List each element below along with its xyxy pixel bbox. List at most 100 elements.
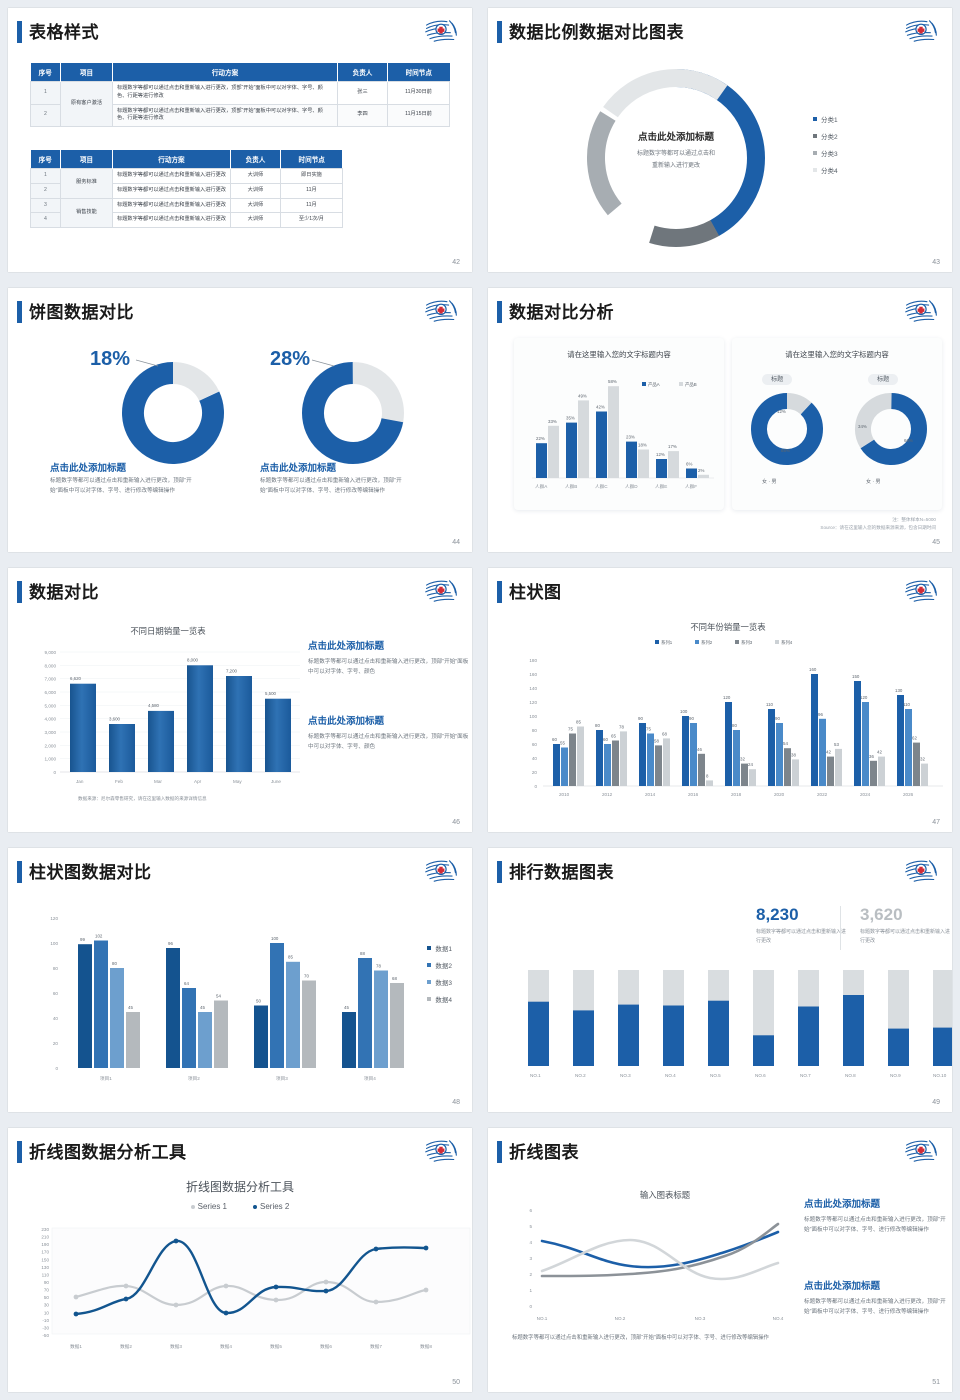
brand-logo-icon xyxy=(425,860,457,882)
legend-label: 系列2 xyxy=(701,639,713,646)
page-number: 48 xyxy=(452,1099,460,1106)
title-accent-bar xyxy=(17,1141,22,1163)
x-tick: NO.1 xyxy=(537,1316,548,1321)
line-series-2 xyxy=(540,1222,780,1278)
x-tick: 人群C xyxy=(595,483,608,490)
y-tick: 140 xyxy=(529,686,537,691)
bar-group: 130 110 62 32 2026 xyxy=(895,688,928,797)
svg-text:96: 96 xyxy=(818,712,823,717)
points-series-1 xyxy=(73,1279,429,1308)
x-tick: 数据5 xyxy=(270,1343,282,1350)
bar-value: 8,000 xyxy=(187,658,199,663)
yearly-grouped-bar-chart: 不同年份销量一览表 系列1 系列2 系列3 系列4 180 160 140 12… xyxy=(529,622,943,797)
card-title: 请在这里输入您的文字标题内容 xyxy=(567,350,671,359)
bar-group: 23% 18% 人群D xyxy=(625,435,649,490)
line-chart: 输入图表标题 6 5 4 3 2 1 0 NO.1 NO.2 NO.3 xyxy=(529,1190,783,1321)
donut-slice-major xyxy=(751,393,823,465)
legend-swatch-icon xyxy=(427,946,432,950)
slide-sheet: 数据比例数据对比图表 点击此 xyxy=(488,8,952,272)
svg-text:42: 42 xyxy=(877,750,882,755)
legend-label: 分类2 xyxy=(821,134,838,141)
bar-group: 6% 2% 人群F xyxy=(685,462,709,490)
slide-sheet: 折线图数据分析工具 折线图数据分析工具 Series 1 Series 2 xyxy=(8,1128,472,1392)
bar-value: 6,620 xyxy=(70,676,82,681)
legend-label: 数据4 xyxy=(435,997,452,1004)
sales-bar-chart: 不同日期销量一览表 9,000 8,000 7,000 6,000 5,000 … xyxy=(45,626,300,802)
svg-text:90: 90 xyxy=(775,716,780,721)
x-tick: NO.6 xyxy=(755,1073,766,1078)
left-heading: 点击此处添加标题 xyxy=(50,463,127,474)
x-tick: NO.2 xyxy=(615,1316,626,1321)
x-tick: 2016 xyxy=(688,792,699,797)
bar-value: 2% xyxy=(698,468,704,473)
svg-text:60: 60 xyxy=(603,737,608,742)
cell-owner: 大训师 xyxy=(229,197,281,214)
legend-item-2: 数据2 xyxy=(427,960,452,970)
legend-item-1: 分类1 xyxy=(813,114,838,124)
brand-logo-icon xyxy=(425,300,457,322)
note-line-2: Source：请在这里输入您的数据来源来源，包含日期时间 xyxy=(820,524,936,530)
svg-text:45: 45 xyxy=(200,1005,205,1010)
y-tick: 0 xyxy=(529,1304,532,1309)
y-tick: 100 xyxy=(50,941,58,946)
svg-text:70: 70 xyxy=(304,973,309,978)
legend-label: 分类1 xyxy=(821,117,838,124)
legend-female: 女 xyxy=(762,479,768,485)
action-plan-table-1: 序号 项目 行动方案 负责人 时间节点 1 原有客户激活 标题数字等都可以通过点… xyxy=(30,63,450,128)
title-accent-bar xyxy=(497,21,502,43)
svg-text:100: 100 xyxy=(680,709,688,714)
legend-item-3: 数据3 xyxy=(427,977,452,987)
cell-index: 4 xyxy=(30,212,61,229)
x-tick: 数据2 xyxy=(120,1343,132,1350)
line-series-1 xyxy=(74,1280,428,1307)
legend-label-b: 产品B xyxy=(685,381,697,388)
page-title: 柱状图数据对比 xyxy=(29,863,152,882)
x-tick: 人群A xyxy=(535,483,548,490)
y-tick: 210 xyxy=(41,1235,49,1240)
y-tick: 170 xyxy=(41,1250,49,1255)
svg-text:24: 24 xyxy=(748,762,753,767)
cell-action: 标题数字等都可以通过点击和重新输入进行更改 xyxy=(112,182,231,199)
bar-group: 80 60 65 78 2012 xyxy=(595,723,627,797)
x-tick: 数据1 xyxy=(70,1343,82,1350)
cell-action: 标题数字等都可以通过点击和重新输入进行更改，顶部“开始”面板中可以对字体、字号、… xyxy=(112,103,338,128)
page-title: 表格样式 xyxy=(29,23,99,42)
cell-action: 标题数字等都可以通过点击和重新输入进行更改，顶部“开始”面板中可以对字体、字号、… xyxy=(112,81,338,105)
page-title: 折线图表 xyxy=(509,1143,579,1162)
slide-sheet: 数据对比 不同日期销量一览表 9,000 8,000 7 xyxy=(8,568,472,832)
donut-value-minor: 12% xyxy=(777,409,786,414)
cell-project: 服务标准 xyxy=(60,168,113,199)
bar-group: 99 102 80 45 项目1 xyxy=(78,933,140,1082)
col-time: 时间节点 xyxy=(280,150,343,169)
svg-text:58: 58 xyxy=(654,738,659,743)
svg-text:110: 110 xyxy=(903,702,911,707)
x-tick: NO.5 xyxy=(710,1073,721,1078)
col-index: 序号 xyxy=(30,63,61,82)
x-tick: June xyxy=(271,779,281,784)
y-tick: 40 xyxy=(532,756,538,761)
legend-item-2: 分类2 xyxy=(813,131,838,141)
y-tick: 0 xyxy=(53,770,56,775)
slide-header: 数据对比 xyxy=(8,578,472,610)
bar-value: 35% xyxy=(566,416,575,421)
legend-label: 分类4 xyxy=(821,168,838,175)
legend-label: 数据1 xyxy=(435,946,452,953)
page-number: 49 xyxy=(932,1099,940,1106)
page-title: 折线图数据分析工具 xyxy=(29,1143,187,1162)
svg-text:100: 100 xyxy=(271,936,279,941)
legend-label: 系列1 xyxy=(661,639,673,646)
right-heading: 点击此处添加标题 xyxy=(260,463,337,474)
bar-value: 49% xyxy=(578,393,587,398)
y-tick: 6 xyxy=(529,1208,532,1213)
donut-legend: 分类1 分类2 分类3 分类4 xyxy=(813,114,838,182)
legend-swatch-icon xyxy=(427,997,432,1001)
bar-group: 12% 17% 人群E xyxy=(655,444,679,490)
cell-index: 3 xyxy=(30,197,61,214)
bar-group: 42% 58% 人群C xyxy=(595,379,619,490)
legend-item-1: 数据1 xyxy=(427,943,452,953)
cell-time: 至少1次/月 xyxy=(279,212,343,229)
x-tick: 2010 xyxy=(559,792,570,797)
points-series-2 xyxy=(73,1238,429,1317)
bar-group: 160 96 42 53 2022 xyxy=(809,667,842,797)
page-number: 42 xyxy=(452,259,460,266)
